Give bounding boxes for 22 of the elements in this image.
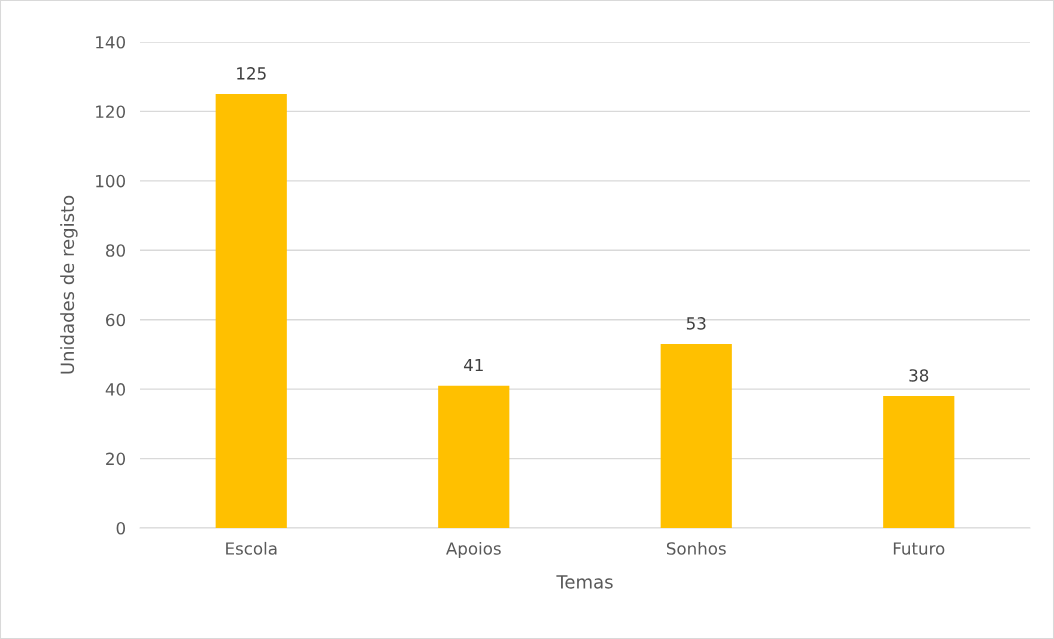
y-tick-label: 100 xyxy=(96,174,125,188)
x-axis-title: Temas xyxy=(556,575,613,589)
y-tick-label: 0 xyxy=(116,521,125,535)
data-label: 38 xyxy=(909,369,929,382)
bar xyxy=(660,344,732,528)
bar xyxy=(215,94,287,528)
y-tick-label: 20 xyxy=(106,452,125,466)
bar xyxy=(438,385,510,528)
y-tick-label: 80 xyxy=(106,244,125,257)
x-tick-label: Escola xyxy=(226,541,277,555)
y-tick-label: 140 xyxy=(96,35,125,49)
data-label: 53 xyxy=(686,317,706,330)
bar xyxy=(883,396,955,528)
x-tick-label: Apoios xyxy=(446,541,501,559)
data-label: 41 xyxy=(463,358,483,372)
y-axis-title: Unidades de registo xyxy=(60,195,78,374)
x-tick-label: Sonhos xyxy=(666,541,726,555)
y-tick-label: 60 xyxy=(106,313,125,327)
y-tick-label: 40 xyxy=(105,383,125,396)
y-tick-label: 120 xyxy=(96,105,125,118)
x-tick-label: Futuro xyxy=(893,542,945,555)
data-label: 125 xyxy=(237,67,266,80)
